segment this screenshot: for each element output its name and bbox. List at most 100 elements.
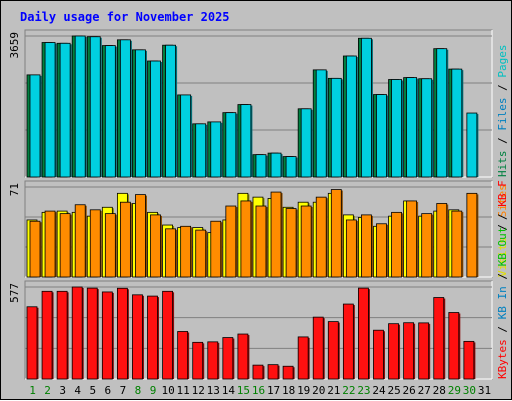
bar (165, 228, 176, 278)
legend-text: / (496, 78, 509, 98)
bar (180, 94, 192, 178)
legend-text: KB Out (496, 227, 509, 267)
bar (225, 205, 237, 278)
bar (448, 312, 460, 380)
x-tick-label: 14 (222, 384, 236, 397)
bar (406, 77, 418, 178)
bar (101, 291, 113, 380)
bar (421, 213, 433, 278)
legend-text: Files (496, 98, 509, 131)
x-tick-label: 5 (89, 384, 96, 397)
bar (418, 322, 430, 380)
legend-text: KB In (496, 286, 509, 319)
bar (330, 77, 342, 178)
bar (132, 294, 143, 380)
bar (29, 220, 41, 278)
bar (255, 154, 267, 178)
x-tick-label: 28 (433, 384, 446, 397)
bar (436, 48, 448, 178)
bar (315, 69, 327, 178)
hits-panel: 3659 Hits / Files / Pages (8, 29, 509, 178)
bar (255, 205, 267, 278)
bar (406, 200, 418, 278)
bar (315, 196, 327, 278)
bar (373, 329, 384, 380)
x-tick-label: 23 (357, 384, 370, 397)
bar (391, 79, 402, 178)
bar (210, 121, 222, 178)
bar (282, 365, 294, 380)
bar (104, 213, 116, 278)
x-tick-label: 21 (327, 384, 340, 397)
bar (26, 306, 38, 380)
x-tick-label: 30 (463, 384, 476, 397)
legend-text: Visits (496, 237, 509, 277)
legend-label: Hits / Files / Pages (496, 45, 509, 178)
chart-title: Daily usage for November 2025 (20, 10, 230, 24)
x-tick-label: 27 (418, 384, 431, 397)
bar (207, 341, 219, 380)
bar (300, 108, 312, 178)
bar (270, 191, 282, 278)
x-tick-label: 19 (297, 384, 310, 397)
bar (240, 200, 252, 278)
bar (74, 35, 86, 178)
legend-text: Hits (496, 151, 509, 178)
bar (391, 211, 402, 278)
bar (180, 225, 192, 278)
max-value-label: 3659 (8, 32, 21, 59)
bar (29, 74, 41, 178)
bar (342, 303, 354, 380)
bar (330, 189, 342, 278)
legend-text: / (496, 207, 509, 227)
bar (466, 112, 478, 178)
x-tick-label: 16 (252, 384, 265, 397)
bar (150, 214, 161, 278)
x-tick-label: 24 (372, 384, 386, 397)
bar (165, 44, 176, 178)
legend-label: Visits / Sites (496, 184, 509, 277)
bar (135, 49, 146, 178)
bar (388, 323, 399, 380)
bar (135, 194, 146, 278)
bar (41, 290, 53, 380)
max-value-label: 577 (8, 283, 21, 303)
x-tick-label: 13 (207, 384, 220, 397)
bar (376, 223, 387, 278)
bar (225, 112, 237, 178)
x-tick-label: 26 (403, 384, 416, 397)
bar (56, 290, 68, 380)
bar (71, 286, 83, 380)
bar (119, 39, 131, 178)
bar (59, 213, 71, 278)
bar (74, 204, 86, 278)
x-tick-label: 6 (105, 384, 112, 397)
x-tick-label: 17 (267, 384, 280, 397)
bar (195, 229, 207, 278)
bar (345, 219, 357, 278)
x-tick-label: 2 (44, 384, 51, 397)
bar (195, 123, 207, 178)
bar (162, 290, 173, 380)
x-tick-label: 31 (478, 384, 491, 397)
visits-panel: 71 Visits / Sites (8, 180, 509, 278)
max-value-label: 71 (8, 183, 21, 196)
bar (89, 209, 101, 278)
legend-label: KBytes / KB In / KB Out / KB F (496, 180, 509, 379)
bar (89, 36, 101, 178)
legend-text: Sites (496, 184, 509, 217)
bar (403, 322, 415, 380)
legend-text: / (496, 266, 509, 286)
bar (210, 220, 222, 278)
bar (300, 205, 312, 278)
bar (270, 152, 282, 178)
kbytes-panel: 577 KBytes / KB In / KB Out / KB F (8, 180, 509, 380)
bar (327, 321, 339, 380)
x-tick-label: 12 (192, 384, 205, 397)
bar (44, 210, 56, 278)
x-tick-label: 15 (237, 384, 250, 397)
bar (345, 55, 357, 178)
legend-text: KB F (496, 180, 509, 207)
bar (240, 104, 252, 178)
bar (433, 297, 445, 380)
